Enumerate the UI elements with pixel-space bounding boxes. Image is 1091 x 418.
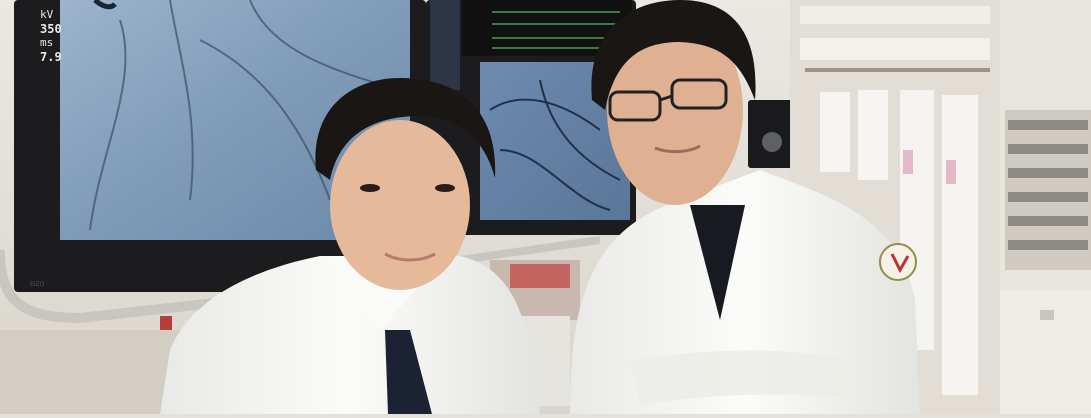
svg-text:EIZO: EIZO	[30, 281, 45, 288]
crossed-arms	[630, 350, 860, 405]
readout-line-4: 7.9	[40, 50, 62, 64]
glasses	[608, 90, 662, 122]
readout-line-2: 350	[40, 22, 62, 36]
face-left	[330, 120, 470, 290]
necktie	[385, 330, 432, 414]
readout-line-1: kV	[40, 8, 54, 21]
person-left	[160, 78, 540, 414]
readout-line-3: ms	[40, 36, 54, 49]
hair-left	[315, 78, 496, 180]
right-monitor	[426, 0, 636, 235]
emblem-patch	[879, 243, 917, 281]
lab-coat-left	[160, 256, 540, 414]
person-right	[570, 0, 920, 414]
face-right	[607, 15, 743, 205]
wall-outlet	[160, 316, 172, 330]
hair-right	[591, 0, 756, 110]
lab-coat-right	[570, 170, 920, 414]
drawer-cabinet	[1000, 0, 1091, 414]
monitor-readout: kV 350 ms 7.9	[40, 8, 62, 64]
equipment-rail	[0, 249, 331, 324]
scrub-shirt	[690, 205, 745, 320]
